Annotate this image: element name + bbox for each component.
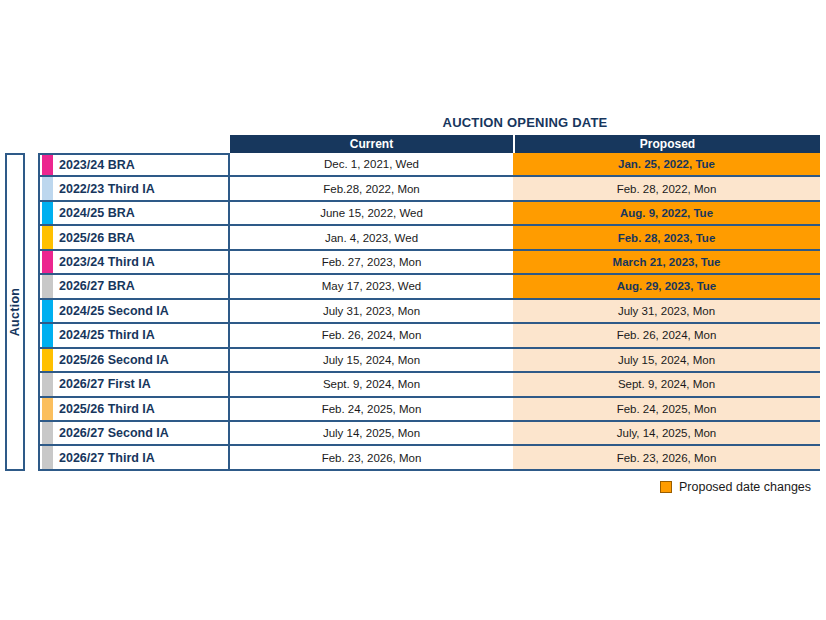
- proposed-date-cell: Aug. 9, 2022, Tue: [513, 202, 820, 226]
- current-date-cell: Feb. 27, 2023, Mon: [230, 251, 513, 275]
- auction-label-cell: 2022/23 Third IA: [38, 177, 230, 201]
- proposed-date-cell: March 21, 2023, Tue: [513, 251, 820, 275]
- page-title: AUCTION OPENING DATE: [230, 115, 820, 132]
- proposed-date-cell: Aug. 29, 2023, Tue: [513, 275, 820, 299]
- row-color-marker: [42, 251, 53, 273]
- auction-label-cell: 2024/25 Second IA: [38, 300, 230, 324]
- auction-label-cell: 2026/27 First IA: [38, 373, 230, 397]
- row-color-marker: [42, 202, 53, 224]
- legend-label: Proposed date changes: [679, 480, 811, 494]
- current-date-cell: Dec. 1, 2021, Wed: [230, 153, 513, 177]
- auction-label-cell: 2023/24 Third IA: [38, 251, 230, 275]
- auction-label-cell: 2024/25 Third IA: [38, 324, 230, 348]
- auction-label-cell: 2026/27 BRA: [38, 275, 230, 299]
- auction-label: 2024/25 Second IA: [59, 304, 169, 318]
- auction-label-cell: 2026/27 Third IA: [38, 446, 230, 470]
- row-color-marker: [42, 177, 53, 199]
- row-color-marker: [42, 446, 53, 468]
- auction-label: 2022/23 Third IA: [59, 182, 155, 196]
- current-date-cell: July 31, 2023, Mon: [230, 300, 513, 324]
- current-date-cell: June 15, 2022, Wed: [230, 202, 513, 226]
- proposed-date-cell: July 31, 2023, Mon: [513, 300, 820, 324]
- auction-label: 2023/24 BRA: [59, 158, 135, 172]
- auction-label-cell: 2025/26 BRA: [38, 226, 230, 250]
- row-color-marker: [42, 349, 53, 371]
- auction-table: 2023/24 BRA Dec. 1, 2021, Wed Jan. 25, 2…: [38, 153, 820, 471]
- auction-label: 2026/27 Second IA: [59, 426, 169, 440]
- current-date-cell: July 15, 2024, Mon: [230, 349, 513, 373]
- proposed-date-cell: Feb. 28, 2023, Tue: [513, 226, 820, 250]
- proposed-date-cell: Feb. 23, 2026, Mon: [513, 446, 820, 470]
- auction-label-cell: 2024/25 BRA: [38, 202, 230, 226]
- auction-label-cell: 2023/24 BRA: [38, 153, 230, 177]
- current-date-cell: Feb.28, 2022, Mon: [230, 177, 513, 201]
- current-date-cell: Feb. 26, 2024, Mon: [230, 324, 513, 348]
- auction-label-cell: 2025/26 Third IA: [38, 398, 230, 422]
- row-group-label: Auction: [8, 288, 22, 337]
- row-color-marker: [42, 226, 53, 248]
- legend: Proposed date changes: [660, 479, 811, 495]
- column-header-current: Current: [230, 135, 513, 153]
- auction-label: 2025/26 Second IA: [59, 353, 169, 367]
- current-date-cell: Sept. 9, 2024, Mon: [230, 373, 513, 397]
- current-date-cell: May 17, 2023, Wed: [230, 275, 513, 299]
- auction-label: 2024/25 BRA: [59, 206, 135, 220]
- proposed-date-cell: Feb. 28, 2022, Mon: [513, 177, 820, 201]
- auction-label: 2024/25 Third IA: [59, 328, 155, 342]
- current-date-cell: July 14, 2025, Mon: [230, 422, 513, 446]
- row-group-label-box: Auction: [5, 153, 25, 471]
- proposed-date-cell: Jan. 25, 2022, Tue: [513, 153, 820, 177]
- legend-orange-swatch: [660, 481, 672, 493]
- auction-label: 2025/26 BRA: [59, 231, 135, 245]
- proposed-date-cell: Sept. 9, 2024, Mon: [513, 373, 820, 397]
- auction-label-cell: 2026/27 Second IA: [38, 422, 230, 446]
- row-color-marker: [42, 422, 53, 444]
- column-header-proposed: Proposed: [513, 135, 820, 153]
- row-color-marker: [42, 373, 53, 395]
- row-color-marker: [42, 398, 53, 420]
- auction-label-cell: 2025/26 Second IA: [38, 349, 230, 373]
- table-column-header: Current Proposed: [230, 135, 820, 153]
- proposed-date-cell: July, 14, 2025, Mon: [513, 422, 820, 446]
- row-color-marker: [42, 275, 53, 297]
- current-date-cell: Jan. 4, 2023, Wed: [230, 226, 513, 250]
- row-color-marker: [42, 324, 53, 346]
- auction-label: 2026/27 Third IA: [59, 451, 155, 465]
- row-color-marker: [42, 155, 53, 175]
- row-color-marker: [42, 300, 53, 322]
- proposed-date-cell: Feb. 24, 2025, Mon: [513, 398, 820, 422]
- auction-label: 2023/24 Third IA: [59, 255, 155, 269]
- current-date-cell: Feb. 23, 2026, Mon: [230, 446, 513, 470]
- proposed-date-cell: July 15, 2024, Mon: [513, 349, 820, 373]
- auction-label: 2026/27 BRA: [59, 279, 135, 293]
- current-date-cell: Feb. 24, 2025, Mon: [230, 398, 513, 422]
- proposed-date-cell: Feb. 26, 2024, Mon: [513, 324, 820, 348]
- auction-label: 2025/26 Third IA: [59, 402, 155, 416]
- auction-label: 2026/27 First IA: [59, 377, 151, 391]
